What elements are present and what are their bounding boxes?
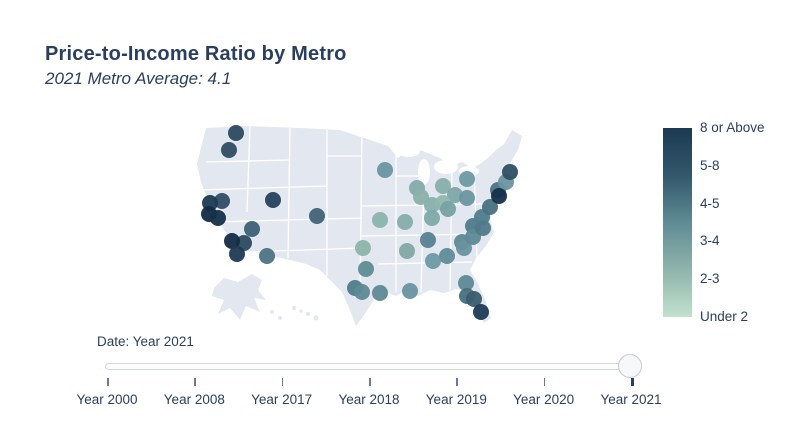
metro-dot[interactable] — [424, 210, 440, 226]
slider-tick-label[interactable]: Year 2020 — [513, 392, 575, 407]
slider-tick-label[interactable]: Year 2008 — [163, 392, 225, 407]
slider-handle[interactable] — [618, 354, 642, 378]
slider-tick-mark — [631, 378, 634, 386]
legend-label: 3-4 — [700, 233, 720, 249]
metro-dot[interactable] — [399, 243, 415, 259]
metro-dot[interactable] — [214, 193, 230, 209]
metro-dot[interactable] — [229, 246, 245, 262]
metro-dot[interactable] — [456, 240, 472, 256]
metro-dot[interactable] — [435, 178, 451, 194]
slider-tick-label[interactable]: Year 2021 — [600, 392, 662, 407]
metro-dot[interactable] — [420, 232, 436, 248]
slider-date-label: Date: Year 2021 — [97, 334, 194, 349]
metro-dot[interactable] — [458, 275, 474, 291]
slider-tick-label[interactable]: Year 2018 — [338, 392, 400, 407]
metro-dot[interactable] — [210, 210, 226, 226]
us-continental-landmass — [197, 126, 522, 326]
metro-dot[interactable] — [440, 201, 456, 217]
metro-dot[interactable] — [473, 304, 489, 320]
metro-dot[interactable] — [466, 291, 482, 307]
metro-dot[interactable] — [224, 233, 240, 249]
metro-dot[interactable] — [502, 164, 518, 180]
metro-dot[interactable] — [244, 221, 260, 237]
hawaii-islands — [292, 306, 319, 321]
metro-dot[interactable] — [228, 125, 244, 141]
chart-subtitle: 2021 Metro Average: 4.1 — [45, 69, 232, 88]
metro-dot[interactable] — [372, 285, 388, 301]
legend-labels: 8 or Above 5-8 4-5 3-4 2-3 Under 2 — [700, 0, 800, 432]
slider-tick-label[interactable]: Year 2019 — [425, 392, 487, 407]
metro-dot[interactable] — [372, 212, 388, 228]
metro-dot[interactable] — [491, 188, 507, 204]
metro-dot[interactable] — [355, 240, 371, 256]
legend-colorbar — [663, 128, 692, 317]
metro-dot[interactable] — [397, 214, 413, 230]
metro-dot[interactable] — [439, 248, 455, 264]
metro-dot[interactable] — [425, 253, 441, 269]
slider-tick-label[interactable]: Year 2017 — [251, 392, 313, 407]
metro-dot[interactable] — [459, 190, 475, 206]
slider-tick-mark — [543, 378, 546, 386]
metro-dot[interactable] — [482, 199, 498, 215]
slider-tick-mark — [456, 378, 458, 386]
metro-dot[interactable] — [221, 142, 237, 158]
metro-dot[interactable] — [265, 192, 281, 208]
slider-tick-label[interactable]: Year 2000 — [76, 392, 138, 407]
metro-dot[interactable] — [259, 248, 275, 264]
legend-label: 2-3 — [700, 271, 720, 287]
metro-dot[interactable] — [459, 171, 475, 187]
slider-tick-mark — [281, 378, 284, 386]
metro-dot[interactable] — [358, 261, 374, 277]
metro-dot[interactable] — [377, 162, 393, 178]
metro-dot[interactable] — [354, 284, 370, 300]
legend-label: 5-8 — [700, 157, 720, 173]
chart-title: Price-to-Income Ratio by Metro — [45, 43, 347, 65]
metro-dot[interactable] — [402, 283, 418, 299]
legend-label: 4-5 — [700, 195, 720, 211]
slider-tick-mark — [194, 378, 196, 386]
slider-tick-mark — [369, 378, 371, 386]
legend-label: Under 2 — [700, 309, 749, 324]
legend-label: 8 or Above — [700, 120, 765, 135]
slider-tick-mark — [107, 378, 109, 386]
metro-dot[interactable] — [309, 208, 325, 224]
alaska-landmass — [212, 274, 266, 320]
